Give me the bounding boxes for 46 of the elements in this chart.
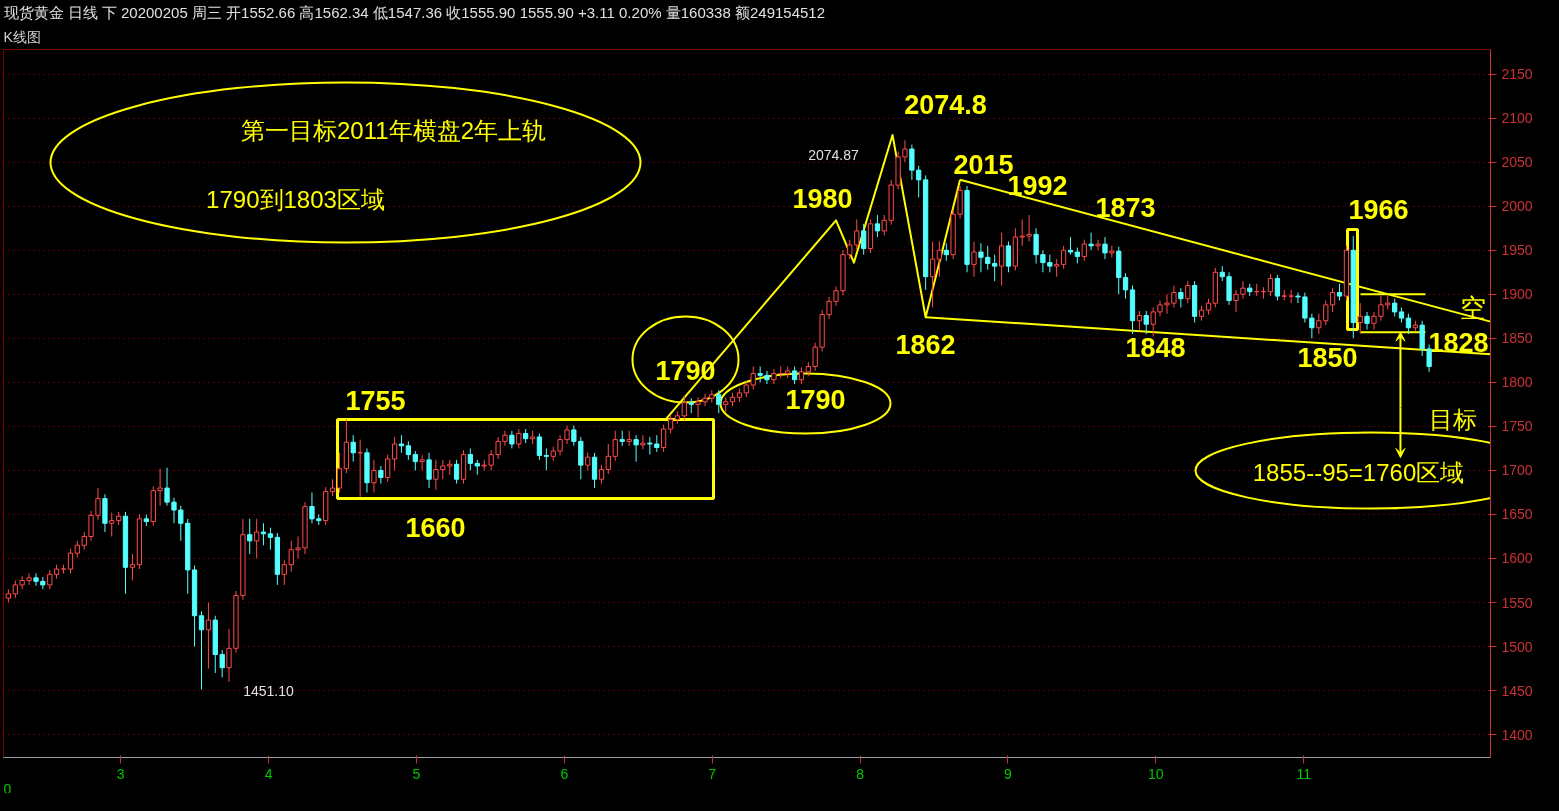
annotation: 2074.87: [808, 146, 860, 163]
y-tick-label: 2000: [1501, 198, 1533, 215]
y-tick-label: 2100: [1501, 110, 1533, 127]
y-tick-label: 1550: [1501, 594, 1533, 611]
x-tick-label: 3: [116, 765, 125, 782]
annotation: 1848: [1125, 333, 1186, 363]
annotation: 1755: [345, 386, 406, 416]
annotation: 1451.10: [243, 682, 295, 699]
annotation: 1855--95=1760区域: [1252, 459, 1465, 486]
x-tick-label: 8: [856, 765, 865, 782]
annotation: 第一目标2011年横盘2年上轨: [241, 117, 546, 144]
y-tick-label: 1750: [1501, 418, 1533, 435]
y-tick-label: 1800: [1501, 374, 1533, 391]
annotation: 1790: [785, 385, 846, 415]
y-tick-label: 1900: [1501, 286, 1533, 303]
y-tick-label: 2050: [1501, 154, 1533, 171]
y-tick-label: 1850: [1501, 330, 1533, 347]
text: 0: [3, 780, 12, 797]
y-tick-label: 1700: [1501, 462, 1533, 479]
annotation: 1966: [1348, 195, 1409, 225]
annotation: 1790到1803区域: [206, 186, 385, 213]
x-tick-label: 9: [1004, 765, 1013, 782]
y-tick-label: 1400: [1501, 726, 1533, 743]
y-tick-label: 1600: [1501, 550, 1533, 567]
x-tick-label: 11: [1296, 765, 1312, 782]
y-tick-label: 1650: [1501, 506, 1533, 523]
y-tick-label: 1450: [1501, 682, 1533, 699]
annotation: 2074.8: [904, 90, 987, 120]
annotation: 1660: [405, 513, 466, 543]
x-tick-label: 7: [708, 765, 717, 782]
x-tick-label: 4: [264, 765, 273, 782]
annotation: 目标: [1428, 406, 1477, 433]
annotation: 空: [1459, 292, 1486, 323]
annotation: 1862: [895, 330, 956, 360]
annotation: 1850: [1297, 343, 1358, 373]
annotation: 1828: [1428, 328, 1489, 358]
y-tick-label: 1500: [1501, 638, 1533, 655]
chart-title: 现货黄金 日线 下 20200205 周三 开1552.66 高1562.34 低1547.36 收1555.90 1555.90 +3.11 0.20% 量160338 额249154512: [3, 3, 826, 21]
x-tick-label: 6: [560, 765, 569, 782]
y-tick-label: 2150: [1501, 66, 1533, 83]
x-tick-label: 10: [1148, 765, 1164, 782]
chart-subtitle: K线图: [3, 28, 41, 45]
y-tick-label: 1950: [1501, 242, 1533, 259]
annotation: 1873: [1095, 193, 1156, 223]
annotation: 1980: [792, 184, 853, 214]
x-tick-label: 5: [412, 765, 421, 782]
